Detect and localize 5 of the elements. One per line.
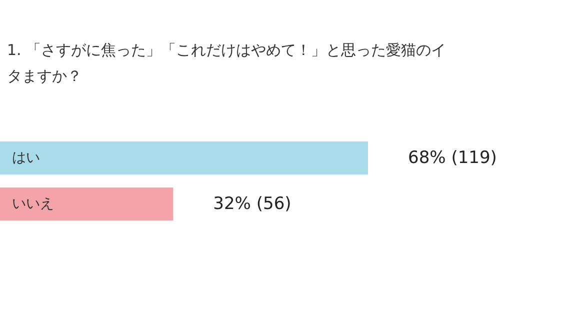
chart-title: 1. 「さすがに焦った」「これだけはやめて！」と思った愛猫のイタますか？ xyxy=(7,41,446,85)
y-tick-label: いいえ xyxy=(12,196,54,212)
data-label: 32% (56) xyxy=(213,194,292,214)
data-label: 68% (119) xyxy=(408,148,497,168)
y-tick-label: はい xyxy=(12,150,40,166)
